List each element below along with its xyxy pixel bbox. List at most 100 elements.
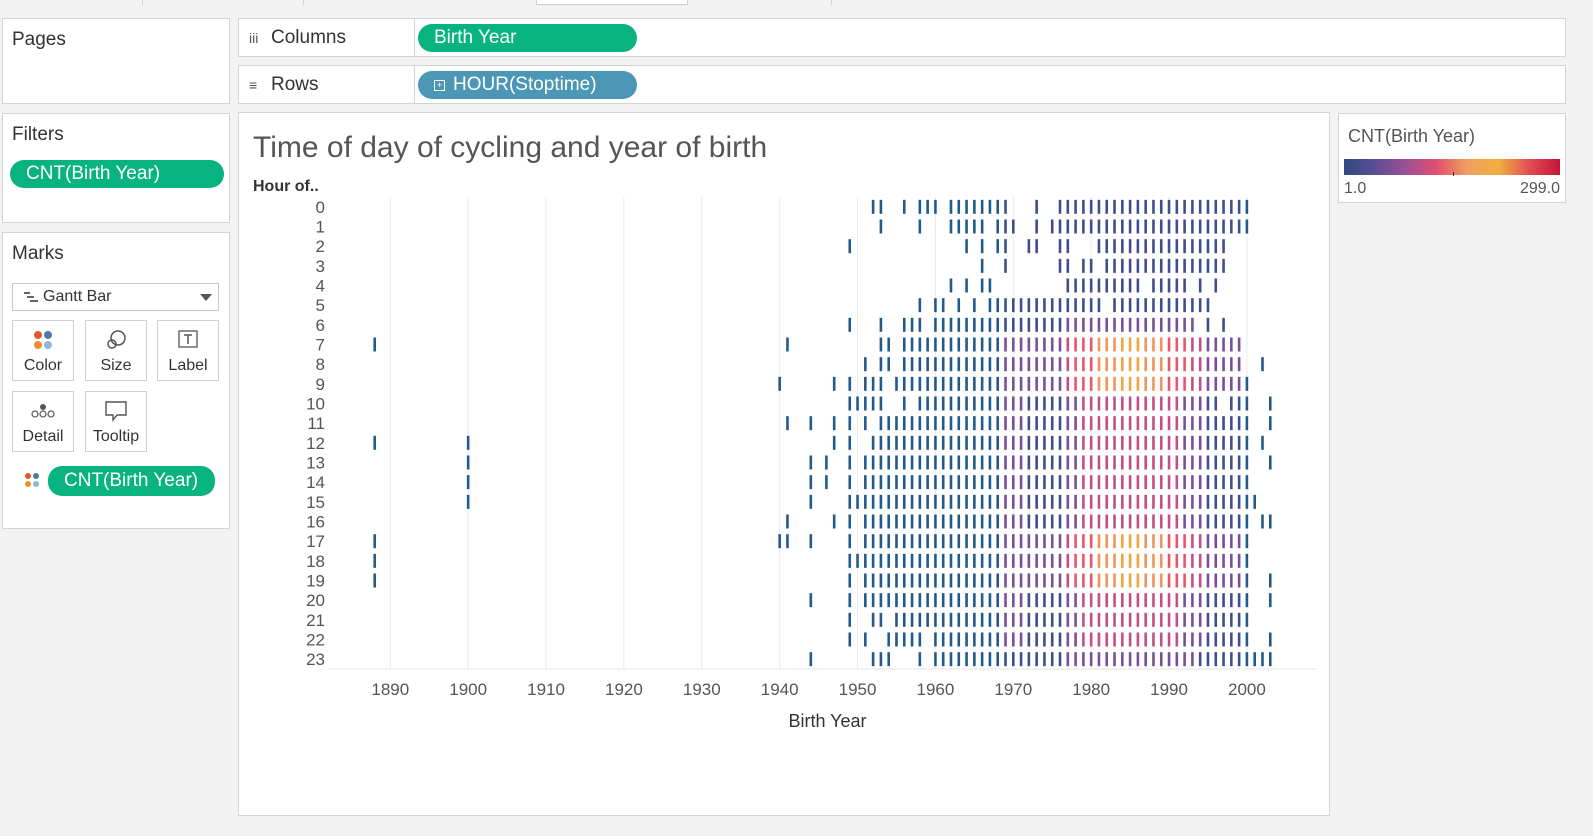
chevron-down-icon[interactable] xyxy=(200,294,212,301)
expand-plus-icon[interactable]: + xyxy=(434,79,445,91)
gantt-bar xyxy=(895,612,898,627)
gantt-bar xyxy=(1074,199,1077,214)
rows-label: Rows xyxy=(271,73,319,95)
gantt-bar xyxy=(1152,416,1155,431)
gantt-bar xyxy=(1167,494,1171,509)
gantt-bar xyxy=(988,534,992,549)
gantt-bar xyxy=(980,455,984,470)
top-tab[interactable] xyxy=(0,0,143,5)
gantt-bar xyxy=(1121,416,1124,431)
gantt-bar xyxy=(879,199,883,214)
gantt-bar xyxy=(1074,475,1077,490)
gantt-bar xyxy=(1027,298,1031,313)
gantt-bar xyxy=(848,494,852,509)
top-tab[interactable] xyxy=(143,0,304,5)
gantt-bar xyxy=(1175,298,1179,313)
gantt-bar xyxy=(1128,435,1132,450)
marks-tooltip-button[interactable]: Tooltip xyxy=(85,391,147,452)
gantt-bar xyxy=(1245,593,1249,608)
gantt-bar xyxy=(1121,553,1124,568)
gantt-bar xyxy=(864,416,867,431)
rows-shelf[interactable]: ≡ Rows + HOUR(Stoptime) xyxy=(238,65,1566,104)
gantt-bar xyxy=(1113,632,1116,647)
gantt-bar xyxy=(973,317,976,332)
gantt-bar xyxy=(1089,396,1093,411)
gantt-bar xyxy=(1183,258,1186,273)
gantt-bar xyxy=(957,534,961,549)
gantt-bar xyxy=(1027,553,1031,568)
gantt-bar xyxy=(1191,376,1194,391)
gantt-bar xyxy=(809,593,813,608)
gantt-bar xyxy=(1167,199,1171,214)
gantt-bar xyxy=(988,298,992,313)
marks-size-button[interactable]: Size xyxy=(85,320,147,381)
top-dropdown[interactable] xyxy=(536,0,688,5)
gantt-bar xyxy=(1121,632,1124,647)
filter-pill-cnt-birth-year[interactable]: CNT(Birth Year) xyxy=(10,160,224,188)
gantt-bar xyxy=(1113,416,1116,431)
gantt-bar xyxy=(1097,475,1101,490)
gantt-bar xyxy=(918,455,922,470)
gantt-bar xyxy=(980,396,984,411)
gantt-bar xyxy=(996,475,1000,490)
gantt-bar xyxy=(1113,357,1116,372)
color-encoding-icon xyxy=(24,472,40,493)
gantt-bar xyxy=(941,396,945,411)
filters-card[interactable]: Filters CNT(Birth Year) xyxy=(2,113,230,223)
marks-detail-button[interactable]: Detail xyxy=(12,391,74,452)
gantt-bar xyxy=(809,455,813,470)
gantt-bar xyxy=(1128,357,1132,372)
gantt-bar xyxy=(1105,475,1109,490)
columns-pill-birth-year[interactable]: Birth Year xyxy=(418,24,637,52)
color-legend[interactable]: CNT(Birth Year) 1.0 299.0 xyxy=(1338,113,1566,203)
gantt-bar xyxy=(1191,612,1194,627)
gantt-bar xyxy=(973,396,976,411)
mark-type-dropdown[interactable]: Gantt Bar xyxy=(12,283,219,311)
marks-color-pill-cnt-birth-year[interactable]: CNT(Birth Year) xyxy=(48,466,215,496)
gantt-bar xyxy=(1206,534,1210,549)
gantt-bar xyxy=(1222,494,1225,509)
gantt-bar xyxy=(1121,652,1124,667)
gantt-bar xyxy=(1066,239,1070,254)
rows-pill-hour-stoptime[interactable]: + HOUR(Stoptime) xyxy=(418,71,637,99)
gantt-bar xyxy=(1050,376,1054,391)
gantt-bar xyxy=(926,435,929,450)
gantt-bar xyxy=(1245,416,1249,431)
gantt-bar xyxy=(1035,514,1038,529)
gantt-bar xyxy=(1245,514,1249,529)
gantt-bar xyxy=(786,514,789,529)
gantt-bar xyxy=(1206,376,1210,391)
gantt-bar xyxy=(1144,573,1147,588)
gantt-bar xyxy=(1121,593,1124,608)
gantt-bar xyxy=(887,455,890,470)
gantt-bar xyxy=(1066,475,1070,490)
gantt-bar xyxy=(1222,337,1225,352)
gantt-bar xyxy=(1206,514,1210,529)
gantt-bar xyxy=(1097,652,1101,667)
gantt-bar xyxy=(1206,593,1210,608)
gantt-bar xyxy=(996,239,1000,254)
marks-label-button[interactable]: Label xyxy=(157,320,219,381)
gantt-bar xyxy=(1191,317,1194,332)
gantt-bar xyxy=(1222,376,1225,391)
columns-shelf[interactable]: iii Columns Birth Year xyxy=(238,18,1566,57)
gantt-bar xyxy=(1136,455,1140,470)
viz-pane[interactable]: Time of day of cycling and year of birth… xyxy=(238,112,1330,816)
gantt-bar xyxy=(1183,593,1186,608)
gantt-bar xyxy=(1074,376,1077,391)
gantt-bar xyxy=(1136,612,1140,627)
top-tab[interactable] xyxy=(707,0,832,5)
gantt-bar xyxy=(1230,219,1233,234)
gantt-bar xyxy=(965,416,968,431)
gantt-bar xyxy=(1152,278,1155,293)
gantt-bar xyxy=(1011,337,1015,352)
gantt-bar xyxy=(910,416,914,431)
gantt-chart[interactable]: Hour of..0123456789101112131415161718192… xyxy=(239,113,1329,815)
gantt-bar xyxy=(1113,612,1116,627)
gantt-bar xyxy=(941,317,945,332)
gantt-bar xyxy=(1222,239,1225,254)
gantt-bar xyxy=(1230,376,1233,391)
marks-color-button[interactable]: Color xyxy=(12,320,74,381)
gantt-bar xyxy=(871,573,875,588)
pages-card[interactable]: Pages xyxy=(2,18,230,104)
